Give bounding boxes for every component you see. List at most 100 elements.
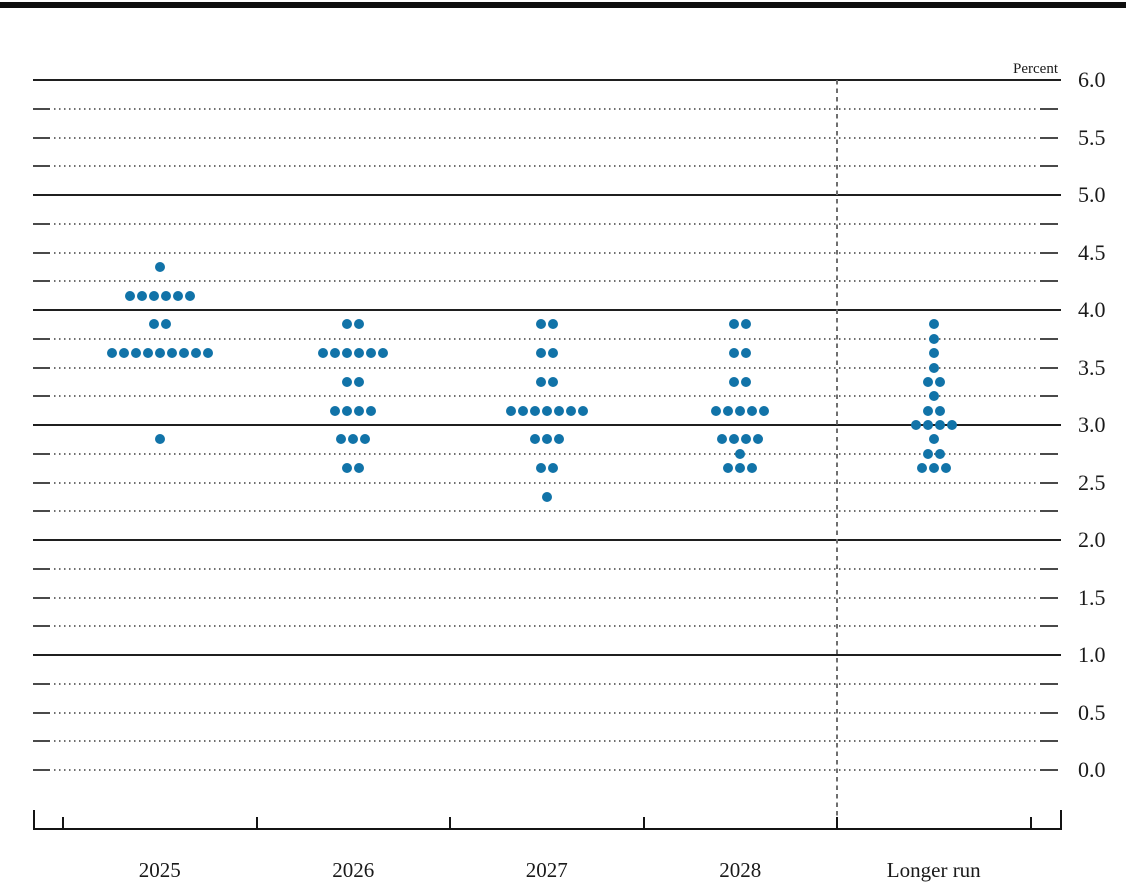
gridline-right-tick [1040, 510, 1058, 513]
gridline-right-tick [1040, 222, 1058, 225]
x-axis-tick [255, 817, 258, 828]
projection-dot [928, 319, 939, 330]
x-axis-category-label: Longer run [886, 858, 981, 882]
x-axis-tick [836, 817, 838, 828]
projection-dot [735, 405, 746, 416]
x-axis-category-label: 2027 [525, 858, 568, 882]
projection-dot [717, 434, 728, 445]
x-axis-tick [1029, 817, 1032, 828]
projection-dot [565, 405, 576, 416]
gridline-dotted [54, 136, 1037, 139]
gridline-dotted [54, 625, 1037, 628]
gridline-left-tick [33, 596, 50, 599]
projection-dot [529, 434, 540, 445]
projection-dot [342, 463, 353, 474]
y-axis-tick-label: 0.5 [1078, 699, 1106, 725]
projection-dot [348, 434, 359, 445]
projection-dot [729, 376, 740, 387]
y-axis-tick-label: 3.5 [1078, 354, 1106, 380]
gridline-left-tick [33, 711, 50, 714]
y-axis-tick-label: 2.0 [1078, 527, 1106, 552]
y-axis-tick-label: 4.0 [1078, 297, 1106, 322]
projection-dot [741, 434, 752, 445]
projection-dot [178, 348, 189, 359]
projection-dot [354, 463, 365, 474]
projection-dot [354, 376, 365, 387]
y-axis-tick-label: 5.0 [1078, 182, 1106, 207]
gridline-left-tick [33, 452, 50, 455]
gridline-right-tick [1040, 280, 1058, 283]
projection-dot [747, 463, 758, 474]
projection-dot [934, 376, 945, 387]
projection-dot [118, 348, 129, 359]
y-axis-tick-label: 4.5 [1078, 239, 1106, 265]
x-axis-line [33, 828, 1062, 830]
gridline-dotted [54, 337, 1037, 340]
gridline-dotted [54, 740, 1037, 743]
projection-dot [922, 376, 933, 387]
projection-dot [106, 348, 117, 359]
gridline-solid [33, 424, 1061, 426]
gridline-right-tick [1040, 567, 1058, 570]
gridline-right-tick [1040, 251, 1058, 254]
projection-dot [318, 348, 329, 359]
projection-dot [366, 348, 377, 359]
projection-dot [154, 348, 165, 359]
gridline-dotted [54, 596, 1037, 599]
projection-dot [940, 463, 951, 474]
projection-dot [535, 319, 546, 330]
projection-dot [529, 405, 540, 416]
projection-dot [154, 434, 165, 445]
gridline-dotted [54, 452, 1037, 455]
projection-dot [330, 405, 341, 416]
projection-dot [741, 348, 752, 359]
gridline-dotted [54, 481, 1037, 484]
gridline-left-tick [33, 510, 50, 513]
projection-dot [729, 434, 740, 445]
y-axis-tick-label: 1.5 [1078, 584, 1106, 610]
gridline-left-tick [33, 567, 50, 570]
gridline-right-tick [1040, 711, 1058, 714]
projection-dot [729, 319, 740, 330]
gridline-right-tick [1040, 625, 1058, 628]
gridline-left-tick [33, 481, 50, 484]
projection-dot [154, 261, 165, 272]
projection-dot [928, 348, 939, 359]
gridline-right-tick [1040, 366, 1058, 369]
projection-dot [916, 463, 927, 474]
projection-dot [747, 405, 758, 416]
gridline-right-tick [1040, 452, 1058, 455]
projection-dot [928, 463, 939, 474]
projection-dot [577, 405, 588, 416]
gridline-solid [33, 194, 1061, 196]
x-axis-category-label: 2025 [138, 858, 181, 882]
projection-dot [202, 348, 213, 359]
x-axis-tick [449, 817, 451, 828]
projection-dot [928, 362, 939, 373]
projection-dot [547, 348, 558, 359]
projection-dot [166, 348, 177, 359]
projection-dot [136, 290, 147, 301]
projection-dot [342, 348, 353, 359]
projection-dot [723, 463, 734, 474]
gridline-dotted [54, 107, 1037, 110]
projection-dot [130, 348, 141, 359]
projection-dot [735, 463, 746, 474]
gridline-right-tick [1040, 596, 1058, 599]
projection-dot [366, 405, 377, 416]
gridline-right-tick [1040, 481, 1058, 484]
projection-dot [723, 405, 734, 416]
projection-dot [741, 376, 752, 387]
projection-dot [741, 319, 752, 330]
projection-dot [735, 448, 746, 459]
gridline-dotted [54, 567, 1037, 570]
gridline-right-tick [1040, 136, 1058, 139]
projection-dot [160, 290, 171, 301]
projection-dot [505, 405, 516, 416]
projection-dot [928, 333, 939, 344]
gridline-dotted [54, 682, 1037, 685]
gridline-right-tick [1040, 337, 1058, 340]
gridline-left-tick [33, 395, 50, 398]
gridline-dotted [54, 251, 1037, 254]
